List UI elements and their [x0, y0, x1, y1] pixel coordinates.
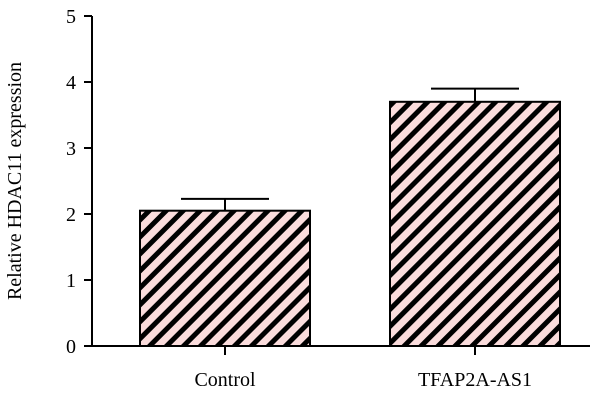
x-tick-label: Control: [194, 369, 256, 391]
y-tick-label: 4: [66, 72, 76, 94]
x-tick-label: TFAP2A-AS1: [418, 369, 532, 391]
bar-control: [139, 209, 311, 347]
y-tick-label: 3: [66, 138, 76, 160]
bar-tfap2a-as1: [389, 100, 561, 347]
y-axis-title: Relative HDAC11 expression: [4, 62, 26, 300]
y-tick-label: 0: [66, 336, 76, 358]
plot-area: 0 1 2 3 4 5 Control TFAP2A-AS1: [66, 6, 590, 391]
y-tick-label: 5: [66, 6, 76, 28]
y-tick-label: 1: [66, 270, 76, 292]
y-tick-label: 2: [66, 204, 76, 226]
